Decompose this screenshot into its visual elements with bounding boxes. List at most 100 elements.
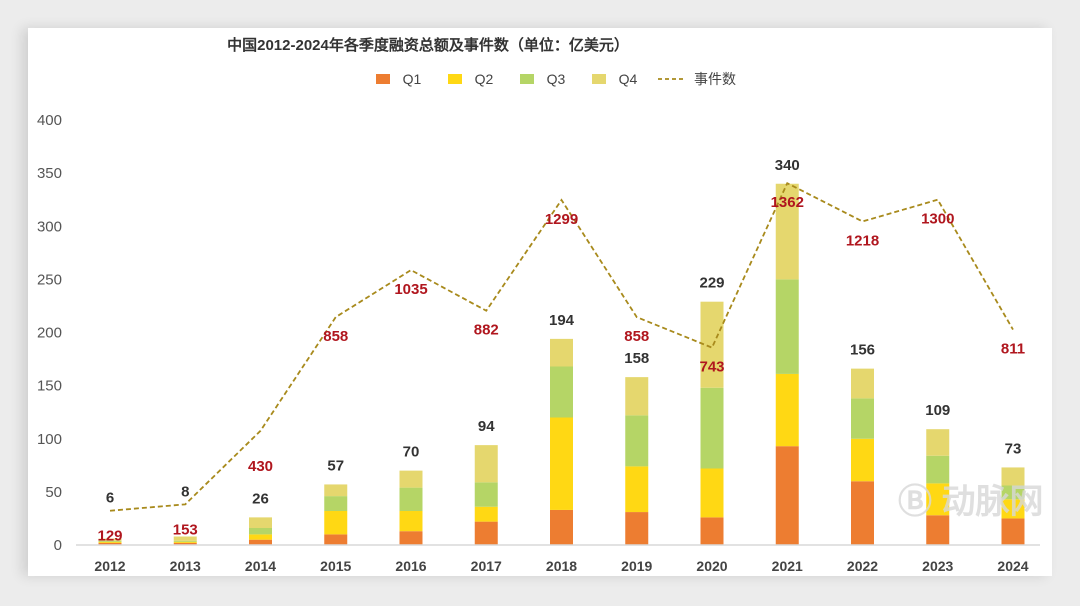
y-tick-label: 200 [37, 325, 62, 342]
bar-q3-2019 [625, 415, 649, 467]
legend-label-q1: Q1 [403, 71, 422, 87]
bar-q2-2016 [399, 511, 423, 532]
bar-q2-2021 [775, 373, 799, 447]
bar-q1-2023 [926, 515, 950, 545]
bar-q4-2012 [98, 538, 122, 541]
bar-q3-2022 [851, 398, 874, 439]
chart-title: 中国2012-2024年各季度融资总额及事件数（单位：亿美元） [227, 36, 629, 54]
event-count-label: 882 [474, 322, 499, 339]
legend-label-q3: Q3 [547, 71, 566, 87]
bar-q3-2018 [550, 366, 573, 418]
bar-q3-2023 [926, 455, 950, 484]
bar-q4-2018 [550, 338, 573, 367]
bar-q2-2022 [851, 438, 874, 482]
total-label: 158 [624, 350, 649, 367]
x-tick-label: 2014 [245, 558, 276, 574]
data-labels: 6 129 8 153 26 430 57 858 70 1035 94 882 194 1299 158 8… [97, 157, 1025, 545]
x-tick-label: 2017 [471, 558, 502, 574]
bar-q2-2019 [625, 466, 649, 513]
legend-swatch-q1 [376, 74, 390, 84]
bar-q2-2023 [926, 483, 950, 516]
total-label: 70 [403, 444, 420, 461]
event-count-label: 1218 [846, 232, 879, 249]
legend-label-q2: Q2 [475, 71, 494, 87]
total-label: 340 [775, 157, 800, 174]
x-axis: 2012 2013 2014 2015 2016 2017 2018 2019 2020 2021… [76, 544, 1040, 574]
bar-q4-2015 [324, 484, 348, 497]
bar-q4-2016 [399, 470, 423, 488]
x-tick-label: 2013 [170, 558, 201, 574]
y-tick-label: 50 [45, 484, 62, 501]
bar-q3-2013 [173, 540, 197, 542]
bar-q2-2013 [173, 541, 197, 543]
x-tick-label: 2016 [395, 558, 426, 574]
events-line [109, 181, 1014, 512]
total-label: 94 [478, 418, 495, 435]
bar-q1-2015 [324, 534, 348, 545]
event-count-label: 858 [323, 328, 348, 345]
event-count-label: 743 [699, 359, 724, 376]
bar-q3-2012 [98, 540, 122, 542]
total-label: 57 [327, 457, 344, 474]
x-tick-label: 2019 [621, 558, 652, 574]
legend-label-q4: Q4 [619, 71, 638, 87]
bar-q3-2014 [249, 528, 272, 535]
event-count-label: 1300 [921, 211, 954, 228]
bar-q4-2024 [1001, 467, 1025, 486]
event-count-label: 129 [97, 528, 122, 545]
bar-q3-2016 [399, 487, 423, 511]
bar-q2-2017 [474, 506, 498, 522]
bar-q1-2018 [550, 509, 573, 545]
y-tick-label: 400 [37, 112, 62, 129]
bar-q1-2019 [625, 512, 649, 545]
legend-swatch-q2 [448, 74, 462, 84]
legend: Q1 Q2 Q3 Q4 事件数 [376, 71, 736, 87]
bar-q3-2015 [324, 496, 348, 511]
bar-q1-2020 [700, 517, 724, 545]
x-tick-label: 2021 [772, 558, 803, 574]
total-label: 8 [181, 483, 189, 500]
legend-swatch-q3 [520, 74, 534, 84]
event-count-label: 1035 [394, 281, 427, 298]
bar-q1-2022 [851, 481, 874, 545]
bar-q4-2014 [249, 517, 272, 528]
y-tick-label: 150 [37, 378, 62, 395]
y-tick-label: 100 [37, 431, 62, 448]
bar-q4-2013 [173, 536, 197, 541]
x-tick-label: 2023 [922, 558, 953, 574]
chart-card: 中国2012-2024年各季度融资总额及事件数（单位：亿美元） Q1 Q2 Q3 Q4… [28, 28, 1052, 576]
watermark-logo: Ⓑ 动脉网 [898, 483, 1043, 521]
total-label: 6 [106, 490, 114, 507]
bars [98, 183, 1025, 545]
events-line-path [109, 181, 1014, 512]
bar-q4-2023 [926, 429, 950, 456]
y-tick-label: 250 [37, 271, 62, 288]
bar-q1-2013 [173, 542, 197, 545]
bar-q2-2018 [550, 417, 573, 510]
bar-q1-2021 [775, 446, 799, 545]
x-tick-label: 2012 [94, 558, 125, 574]
x-tick-label: 2020 [696, 558, 727, 574]
y-tick-label: 300 [37, 218, 62, 235]
y-tick-label: 0 [54, 537, 62, 554]
y-axis: 0 50 100 150 200 250 300 350 400 [37, 112, 62, 554]
x-tick-label: 2018 [546, 558, 577, 574]
total-label: 26 [252, 490, 269, 507]
bar-q4-2020 [700, 301, 724, 388]
event-count-label: 1362 [771, 194, 804, 211]
bar-q1-2012 [98, 542, 122, 545]
x-tick-label: 2015 [320, 558, 351, 574]
total-label: 73 [1005, 440, 1022, 457]
stacked-bar-chart: 中国2012-2024年各季度融资总额及事件数（单位：亿美元） Q1 Q2 Q3 Q4… [37, 36, 1043, 574]
event-count-label: 1299 [545, 211, 578, 228]
total-label: 194 [549, 312, 575, 329]
x-tick-label: 2024 [997, 558, 1028, 574]
event-count-label: 153 [173, 521, 198, 538]
bar-q2-2012 [98, 541, 122, 543]
bar-q1-2017 [474, 521, 498, 545]
bar-q1-2014 [249, 539, 272, 545]
event-count-label: 811 [1001, 341, 1025, 358]
bar-q2-2020 [700, 468, 724, 518]
bar-q4-2022 [851, 368, 874, 399]
legend-label-events: 事件数 [694, 71, 736, 87]
